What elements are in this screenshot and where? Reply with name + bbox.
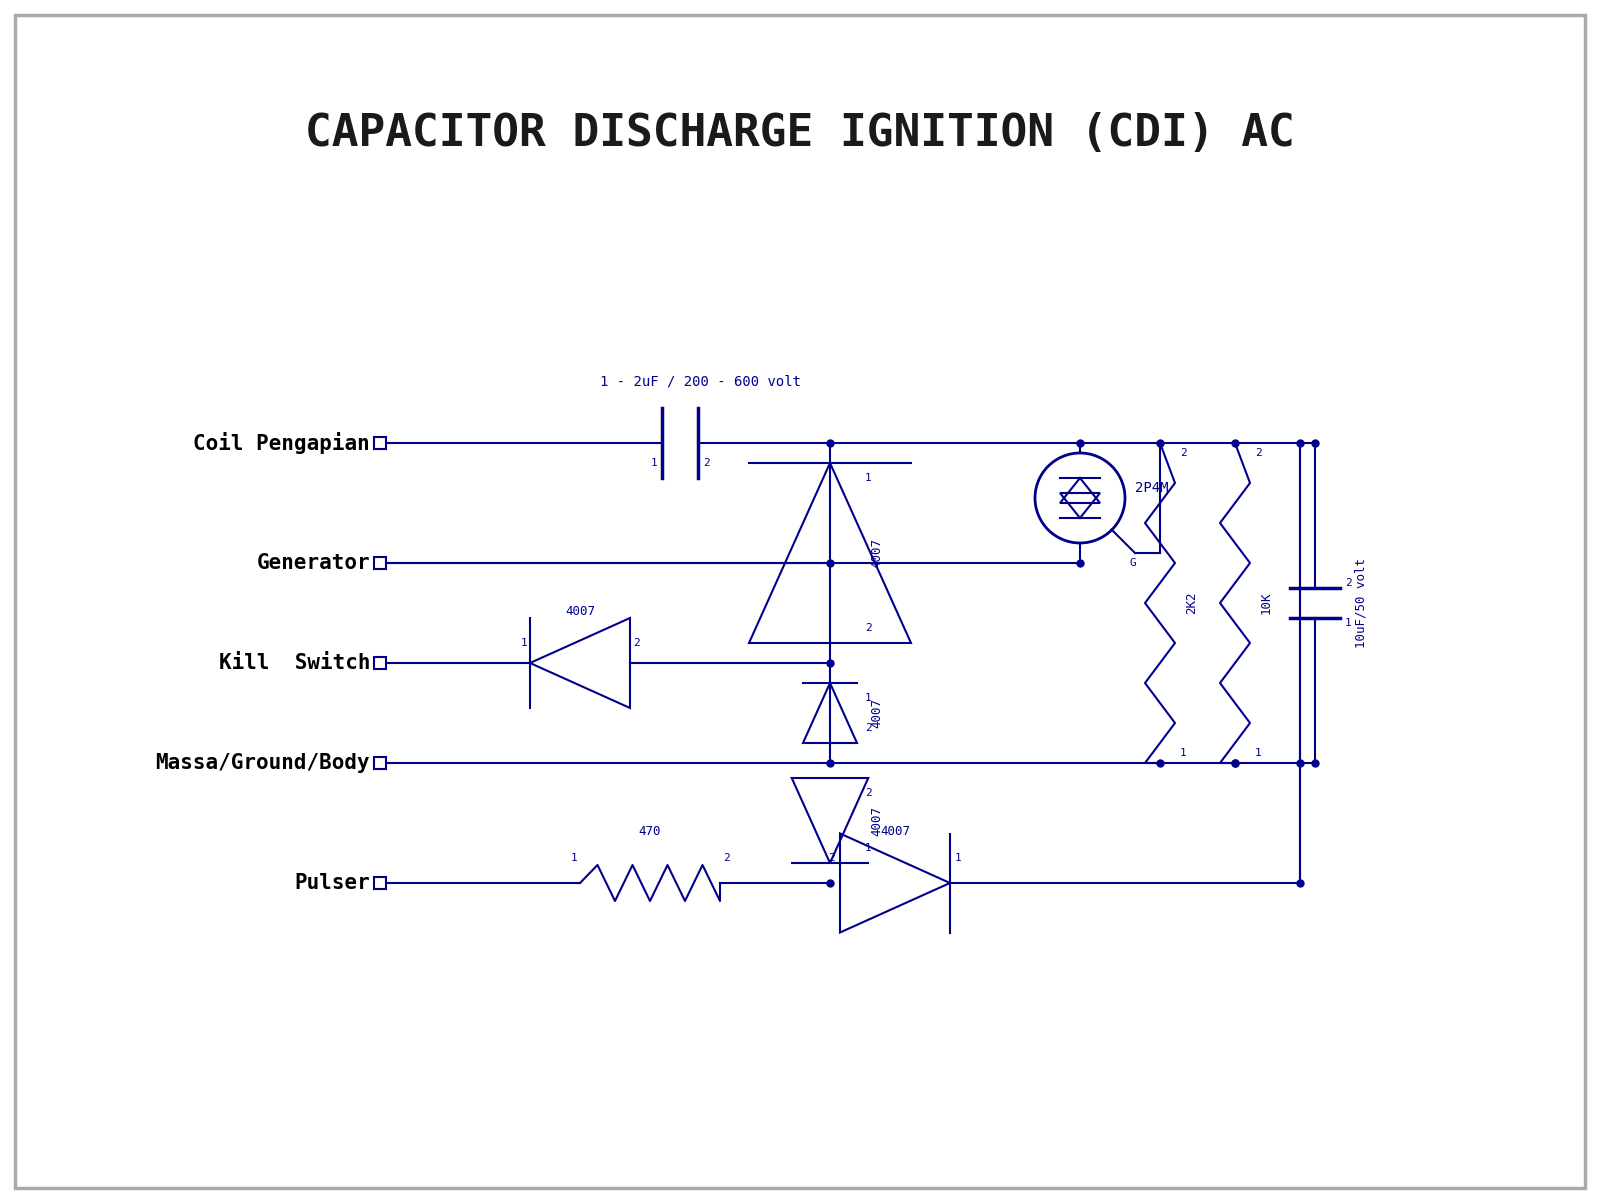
Bar — [374, 877, 386, 889]
Bar — [374, 757, 386, 769]
Text: 4007: 4007 — [565, 605, 595, 618]
Text: Pulser: Pulser — [294, 873, 370, 893]
Text: 1: 1 — [955, 853, 962, 863]
Text: 1: 1 — [866, 843, 872, 853]
Text: 1: 1 — [1181, 748, 1187, 758]
Bar — [374, 557, 386, 569]
Text: 2: 2 — [1346, 577, 1352, 588]
Text: 2: 2 — [702, 458, 710, 468]
Text: 2: 2 — [866, 623, 872, 633]
Text: 4007: 4007 — [880, 825, 910, 838]
Text: 470: 470 — [638, 825, 661, 838]
Text: 1: 1 — [650, 458, 658, 468]
Text: 1 - 2uF / 200 - 600 volt: 1 - 2uF / 200 - 600 volt — [600, 374, 800, 389]
Text: 2: 2 — [1181, 448, 1187, 458]
Text: 1: 1 — [866, 473, 872, 482]
Text: 4007: 4007 — [870, 538, 883, 568]
Text: 1: 1 — [866, 693, 872, 703]
Text: 2: 2 — [1254, 448, 1262, 458]
Text: Generator: Generator — [256, 553, 370, 573]
FancyBboxPatch shape — [14, 14, 1586, 1189]
Text: 1: 1 — [570, 853, 578, 863]
Text: 2K2: 2K2 — [1186, 592, 1198, 615]
Text: 2: 2 — [634, 638, 640, 648]
Bar — [374, 657, 386, 669]
Text: 1: 1 — [1254, 748, 1262, 758]
Text: 1: 1 — [520, 638, 526, 648]
Text: CAPACITOR DISCHARGE IGNITION (CDI) AC: CAPACITOR DISCHARGE IGNITION (CDI) AC — [306, 112, 1294, 154]
Text: Coil Pengapian: Coil Pengapian — [194, 432, 370, 454]
Text: 1: 1 — [1346, 618, 1352, 628]
Text: 4007: 4007 — [870, 698, 883, 728]
Text: Massa/Ground/Body: Massa/Ground/Body — [155, 753, 370, 774]
Text: 2: 2 — [866, 788, 872, 798]
Text: G: G — [1130, 558, 1136, 568]
Text: 2: 2 — [866, 723, 872, 733]
Text: 2: 2 — [829, 853, 835, 863]
Text: 2P4M: 2P4M — [1134, 481, 1168, 494]
Text: 2: 2 — [723, 853, 730, 863]
Text: 4007: 4007 — [870, 806, 883, 836]
Text: 10uF/50 volt: 10uF/50 volt — [1355, 558, 1368, 648]
Text: 10K: 10K — [1261, 592, 1274, 615]
Text: Kill  Switch: Kill Switch — [219, 653, 370, 672]
Bar — [374, 437, 386, 449]
